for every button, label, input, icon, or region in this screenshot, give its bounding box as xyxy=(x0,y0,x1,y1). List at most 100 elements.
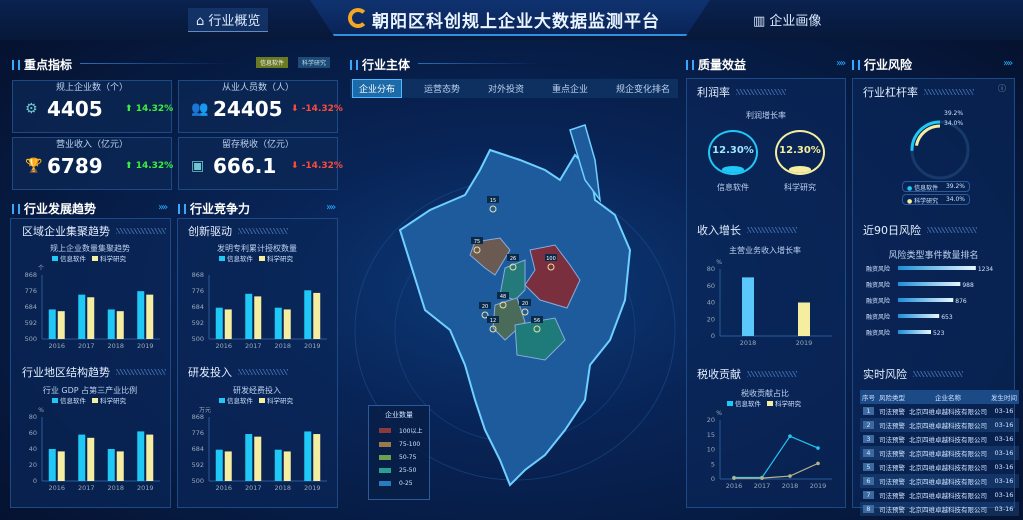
y-tick-label: 0 xyxy=(711,332,715,340)
cell-text: 03-16 xyxy=(994,477,1014,485)
x-tick-label: 2016 xyxy=(726,482,743,490)
table-row[interactable]: 2 司法预警 北京四维卓越科技有限公司 03-16 xyxy=(860,418,1019,432)
legend-label: 信息软件 xyxy=(227,254,254,263)
metric-change: ⬆ 14.32% xyxy=(125,161,173,171)
gear-icon: ⚙ xyxy=(25,101,38,117)
y-tick-label: 684 xyxy=(192,303,204,311)
bar xyxy=(274,449,282,481)
x-tick-label: 2018 xyxy=(740,339,757,347)
cell-text: 03-16 xyxy=(994,407,1014,415)
change-value: 14.32% xyxy=(135,104,174,114)
bar xyxy=(57,451,65,481)
tab-4[interactable]: 规企变化排名 xyxy=(615,85,670,95)
y-tick-label: 868 xyxy=(192,271,204,279)
toggle-science-research[interactable]: 科学研究 xyxy=(298,57,331,68)
legend-swatch xyxy=(767,401,773,406)
map-pin-label-bg xyxy=(471,237,483,244)
nav-company-profile[interactable]: ▥ 企业画像 xyxy=(745,8,829,31)
cell-text: 4 xyxy=(863,449,874,457)
bar xyxy=(304,290,312,339)
legend-label: 信息软件 xyxy=(227,396,254,405)
chart-title: 发明专利累计授权数量 xyxy=(217,243,297,253)
table-cell: 司法预警 xyxy=(877,474,907,488)
y-tick-label: 592 xyxy=(192,461,204,469)
cell-text: 司法预警 xyxy=(879,436,905,444)
table-cell: 司法预警 xyxy=(877,432,907,446)
x-tick-label: 2019 xyxy=(810,482,827,490)
y-tick-label: 20 xyxy=(707,315,715,323)
legend-swatch xyxy=(219,398,225,403)
table-cell: 03-16 xyxy=(989,404,1019,418)
bar xyxy=(48,449,56,481)
y-tick-label: 40 xyxy=(29,445,37,453)
metric-value: 666.1 xyxy=(213,154,277,178)
map-pin-label: 48 xyxy=(500,294,506,300)
metric-change: ⬇ -14.32% xyxy=(291,161,343,171)
bar-value: 876 xyxy=(955,298,967,305)
info-icon[interactable]: ⓘ xyxy=(998,84,1006,93)
risk-panel xyxy=(852,78,1015,508)
cell-text: 8 xyxy=(863,505,874,513)
map-legend: 企业数量 100以上 75-100 50-75 25-50 0-25 xyxy=(368,405,430,500)
bar-label: 融资风险 xyxy=(866,297,890,305)
metric-card: 从业人员数（人） 👥 24405 ⬇ -14.32% xyxy=(178,80,343,133)
bar xyxy=(146,294,154,339)
bar xyxy=(898,314,940,318)
sub-title: 税收贡献 xyxy=(697,366,797,382)
map-region xyxy=(569,124,602,203)
y-tick-label: 40 xyxy=(707,299,715,307)
tab-3[interactable]: 重点企业 xyxy=(551,85,588,95)
arrow-down-icon: ⬇ xyxy=(291,161,302,171)
table-cell: 北京四维卓越科技有限公司 xyxy=(907,502,989,516)
tab-0[interactable]: 企业分布 xyxy=(352,79,403,98)
cell-text: 03-16 xyxy=(994,449,1014,457)
map-legend-item: 75-100 xyxy=(379,441,429,448)
trend-section-title: 行业发展趋势 xyxy=(12,200,96,217)
bar xyxy=(304,431,312,481)
chart-title: 利润增长率 xyxy=(746,111,786,120)
cell-text: 司法预警 xyxy=(879,408,905,416)
nav-industry-overview[interactable]: ⌂ 行业概览 xyxy=(188,8,269,32)
coins-icon: ▣ xyxy=(191,158,205,174)
metric-card: 规上企业数（个） ⚙ 4405 ⬆ 14.32% xyxy=(12,80,174,133)
x-tick-label: 2018 xyxy=(274,484,291,492)
toggle-info-software[interactable]: 信息软件 xyxy=(256,57,289,68)
bar xyxy=(283,309,291,339)
map-pin-label-bg xyxy=(545,254,557,261)
nav-label: 企业画像 xyxy=(769,14,822,29)
y-tick-label: 5 xyxy=(711,460,715,468)
table-row[interactable]: 6 司法预警 北京四维卓越科技有限公司 03-16 xyxy=(860,474,1019,488)
tab-1[interactable]: 运营态势 xyxy=(423,85,460,95)
cell-text: 03-16 xyxy=(994,491,1014,499)
legend-label: 50-75 xyxy=(399,454,417,461)
legend-swatch xyxy=(379,442,391,447)
table-row[interactable]: 1 司法预警 北京四维卓越科技有限公司 03-16 xyxy=(860,404,1019,418)
table-row[interactable]: 5 司法预警 北京四维卓越科技有限公司 03-16 xyxy=(860,460,1019,474)
table-cell: 1 xyxy=(860,404,877,418)
table-cell: 03-16 xyxy=(989,502,1019,516)
legend-label: 25-50 xyxy=(399,467,417,474)
map-pin-label-bg xyxy=(519,299,531,306)
table-row[interactable]: 8 司法预警 北京四维卓越科技有限公司 03-16 xyxy=(860,502,1019,516)
cell-text: 司法预警 xyxy=(879,478,905,486)
legend-science-research: ● 科学研究 34.0% xyxy=(902,194,970,205)
tab-2[interactable]: 对外投资 xyxy=(487,85,524,95)
legend-label: 信息软件 xyxy=(60,254,87,263)
bar xyxy=(137,291,145,339)
legend-label: 科学研究 xyxy=(775,399,802,408)
y-tick-label: 500 xyxy=(25,335,37,343)
metric-value: 6789 xyxy=(47,154,103,178)
cell-text: 北京四维卓越科技有限公司 xyxy=(909,464,987,472)
table-cell: 北京四维卓越科技有限公司 xyxy=(907,418,989,432)
table-cell: 4 xyxy=(860,446,877,460)
map-pin-icon xyxy=(509,263,517,271)
metric-card: 留存税收（亿元） ▣ 666.1 ⬇ -14.32% xyxy=(178,137,343,190)
table-cell: 北京四维卓越科技有限公司 xyxy=(907,404,989,418)
table-row[interactable]: 4 司法预警 北京四维卓越科技有限公司 03-16 xyxy=(860,446,1019,460)
legend-swatch xyxy=(92,398,98,403)
divider xyxy=(80,63,230,64)
table-row[interactable]: 7 司法预警 北京四维卓越科技有限公司 03-16 xyxy=(860,488,1019,502)
table-row[interactable]: 3 司法预警 北京四维卓越科技有限公司 03-16 xyxy=(860,432,1019,446)
